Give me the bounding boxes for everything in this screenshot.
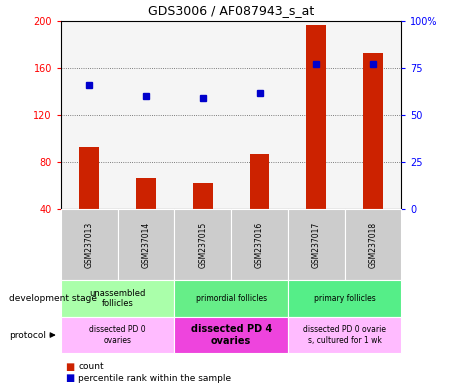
Text: GSM237013: GSM237013 bbox=[85, 222, 94, 268]
Text: GSM237016: GSM237016 bbox=[255, 222, 264, 268]
Text: GSM237017: GSM237017 bbox=[312, 222, 321, 268]
Text: GSM237014: GSM237014 bbox=[142, 222, 151, 268]
Text: protocol: protocol bbox=[9, 331, 46, 339]
Bar bbox=[306, 25, 326, 209]
Text: primary follicles: primary follicles bbox=[314, 294, 376, 303]
Text: dissected PD 4
ovaries: dissected PD 4 ovaries bbox=[190, 324, 272, 346]
Text: count: count bbox=[78, 362, 104, 371]
Bar bbox=[193, 184, 213, 209]
Bar bbox=[79, 147, 99, 209]
Text: GSM237018: GSM237018 bbox=[368, 222, 377, 268]
Bar bbox=[363, 53, 383, 209]
Text: dissected PD 0 ovarie
s, cultured for 1 wk: dissected PD 0 ovarie s, cultured for 1 … bbox=[303, 325, 386, 345]
Text: ■: ■ bbox=[65, 362, 75, 372]
Title: GDS3006 / AF087943_s_at: GDS3006 / AF087943_s_at bbox=[148, 4, 314, 17]
Bar bbox=[136, 177, 156, 209]
Text: ■: ■ bbox=[65, 373, 75, 383]
Bar bbox=[249, 154, 269, 209]
Text: primordial follicles: primordial follicles bbox=[196, 294, 267, 303]
Text: unassembled
follicles: unassembled follicles bbox=[89, 289, 146, 308]
Text: percentile rank within the sample: percentile rank within the sample bbox=[78, 374, 231, 383]
Text: development stage: development stage bbox=[9, 294, 97, 303]
Text: GSM237015: GSM237015 bbox=[198, 222, 207, 268]
Text: dissected PD 0
ovaries: dissected PD 0 ovaries bbox=[89, 325, 146, 345]
